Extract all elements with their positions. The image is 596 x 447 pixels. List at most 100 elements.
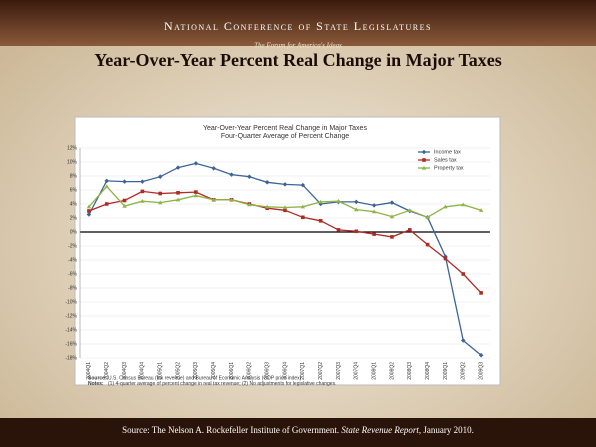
point <box>282 182 288 187</box>
x-tick-label: 2004Q3 <box>122 362 128 380</box>
point <box>354 207 359 212</box>
point <box>158 191 163 196</box>
x-tick-label: 2007Q4 <box>354 362 360 380</box>
x-tick-label: 2005Q2 <box>175 362 181 380</box>
chart-title: Year-Over-Year Percent Real Change in Ma… <box>203 125 367 132</box>
point <box>122 203 127 208</box>
legend-label: Income tax <box>434 149 461 155</box>
header-band <box>0 0 596 46</box>
point <box>104 184 109 189</box>
point <box>421 165 427 170</box>
point <box>479 291 483 295</box>
point <box>389 214 395 219</box>
legend-label: Sales tax <box>434 157 457 163</box>
x-tick-label: 2008Q2 <box>389 362 395 380</box>
x-tick-label: 2004Q2 <box>104 362 110 380</box>
y-tick-label: 6% <box>70 187 78 193</box>
x-tick-label: 2004Q1 <box>86 362 92 380</box>
point <box>425 242 430 247</box>
point <box>371 203 377 208</box>
point <box>301 215 305 220</box>
source-label: Source: <box>88 375 107 381</box>
point <box>371 209 377 214</box>
point <box>407 228 412 232</box>
point <box>478 352 484 358</box>
chart-frame <box>74 116 501 386</box>
x-tick-label: 2006Q2 <box>247 362 253 380</box>
y-tick-label: 10% <box>67 159 78 165</box>
y-tick-label: -4% <box>68 257 77 263</box>
x-tick-label: 2005Q1 <box>158 362 164 380</box>
point <box>461 272 466 276</box>
y-tick-label: -10% <box>65 299 77 305</box>
y-tick-label: 0% <box>70 229 78 235</box>
point <box>140 199 145 203</box>
x-tick-label: 2007Q3 <box>336 362 342 380</box>
x-tick-label: 2006Q1 <box>229 362 235 380</box>
point <box>176 191 180 195</box>
point <box>372 232 376 236</box>
notes-label: Notes: <box>88 381 104 387</box>
y-tick-label: -18% <box>65 355 77 361</box>
x-tick-label: 2009Q3 <box>478 362 484 380</box>
footer-band <box>0 418 596 447</box>
point <box>407 208 412 212</box>
y-tick-label: 8% <box>70 173 78 179</box>
point <box>211 197 216 202</box>
footer-text: , January 2010. <box>418 425 474 435</box>
point <box>86 204 92 209</box>
point <box>443 204 448 209</box>
chart-subtitle: Four-Quarter Average of Percent Change <box>221 133 349 140</box>
point <box>282 205 288 210</box>
point <box>122 198 127 203</box>
x-tick-label: 2008Q4 <box>425 362 431 380</box>
x-tick-label: 2009Q2 <box>461 362 467 380</box>
y-tick-label: 4% <box>70 201 78 207</box>
y-tick-label: 12% <box>67 145 78 151</box>
point <box>443 256 448 261</box>
org-name: National Conference of State Legislature… <box>164 19 432 33</box>
y-tick-label: -12% <box>65 313 77 319</box>
x-tick-label: 2005Q4 <box>211 362 217 380</box>
point <box>460 338 466 343</box>
point <box>389 200 395 205</box>
point <box>318 219 323 223</box>
x-tick-label: 2006Q4 <box>282 362 288 380</box>
notes-text: (1) 4-quarter average of percent change … <box>108 381 336 387</box>
point <box>336 228 341 232</box>
x-tick-label: 2009Q1 <box>443 362 449 380</box>
point <box>104 202 109 206</box>
point <box>229 197 234 202</box>
point <box>87 209 91 213</box>
point <box>283 208 287 213</box>
y-tick-label: -16% <box>65 341 77 347</box>
point <box>354 199 359 205</box>
x-tick-label: 2008Q1 <box>371 362 377 380</box>
point <box>461 202 466 207</box>
point <box>247 202 252 207</box>
point <box>104 178 110 184</box>
slide-title: Year-Over-Year Percent Real Change in Ma… <box>94 50 502 70</box>
point <box>336 199 341 203</box>
point <box>140 189 145 194</box>
point <box>194 190 198 194</box>
y-tick-label: 2% <box>70 215 78 221</box>
point <box>193 193 199 198</box>
footer: Source: The Nelson A. Rockefeller Instit… <box>0 425 596 435</box>
footer-publication: State Revenue Report <box>341 425 419 435</box>
x-tick-label: 2005Q3 <box>193 362 199 380</box>
x-tick-label: 2008Q3 <box>407 362 413 380</box>
legend-label: Property tax <box>434 165 464 171</box>
point <box>318 199 323 204</box>
x-tick-label: 2007Q2 <box>318 362 324 380</box>
tagline: The Forum for America's Ideas <box>254 42 342 50</box>
point <box>158 200 163 205</box>
point <box>390 235 394 239</box>
y-tick-label: -14% <box>65 327 77 333</box>
point <box>300 204 306 209</box>
y-tick-label: -8% <box>68 285 77 291</box>
y-tick-label: -2% <box>68 243 77 249</box>
x-tick-label: 2007Q1 <box>300 362 306 380</box>
